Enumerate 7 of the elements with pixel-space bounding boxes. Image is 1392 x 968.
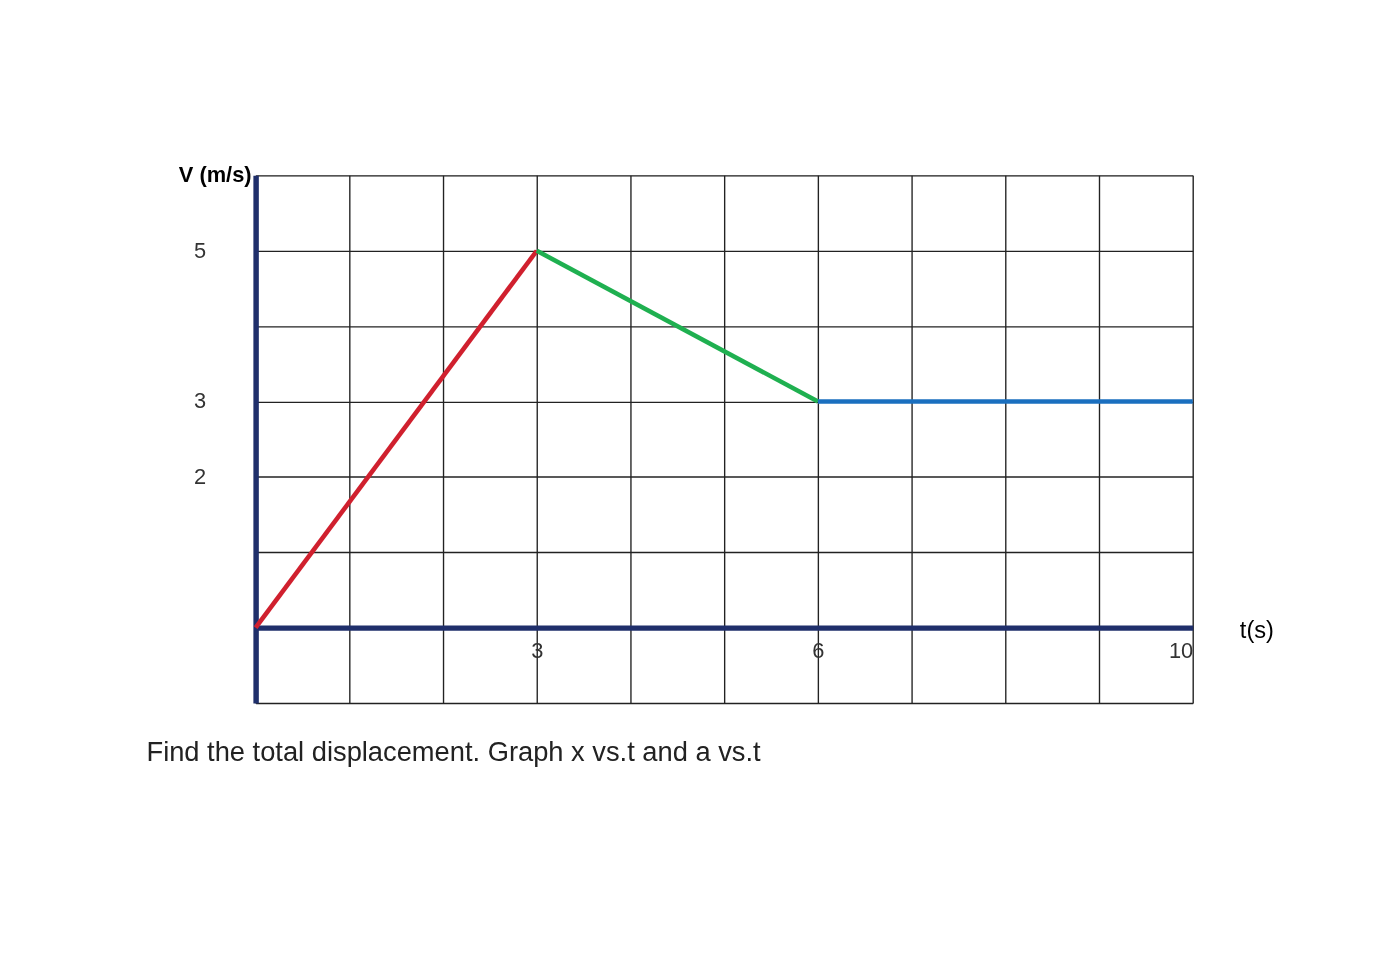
y-tick-label: 5 bbox=[193, 237, 207, 263]
y-tick-label: 3 bbox=[193, 388, 207, 414]
x-tick-label: 10 bbox=[1168, 638, 1194, 664]
x-axis-title: t(s) bbox=[1239, 617, 1274, 644]
text: Find the total displacement. Graph x vs.t and a vs.t bbox=[146, 736, 762, 768]
y-axis-title: V (m/s) bbox=[178, 162, 252, 188]
y-tick-label: 2 bbox=[193, 463, 207, 489]
